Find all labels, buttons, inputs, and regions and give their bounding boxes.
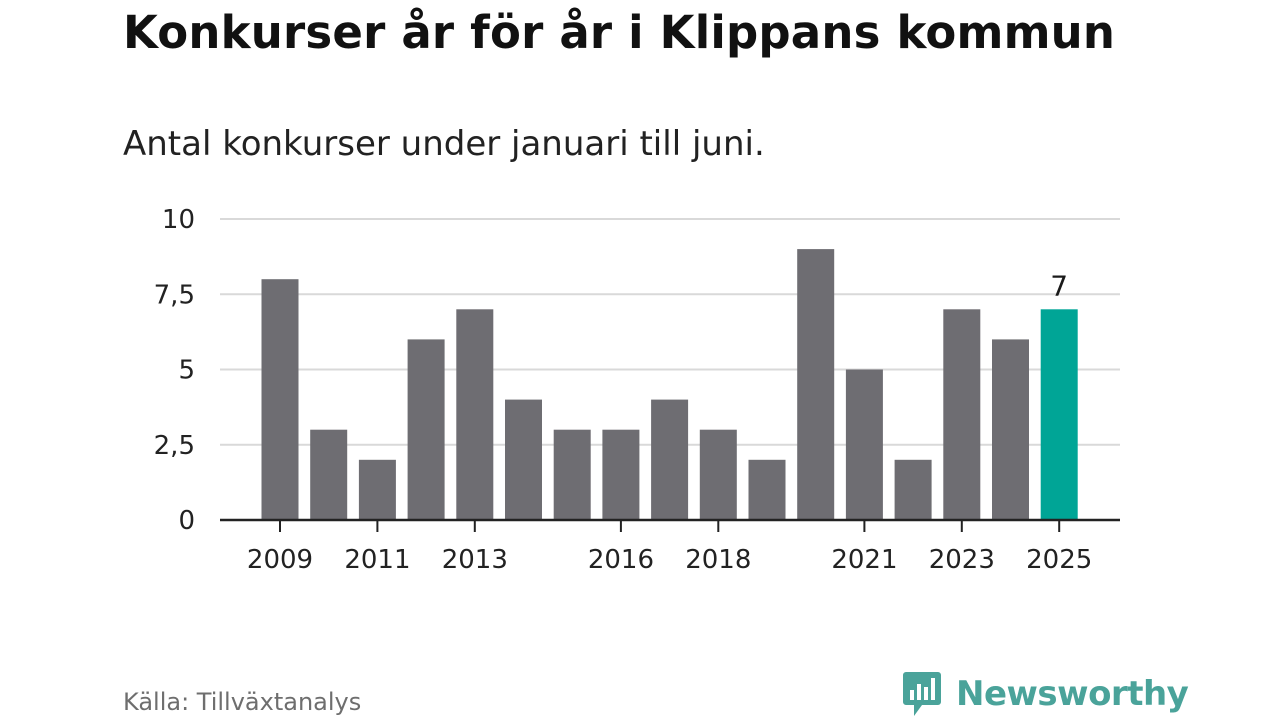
x-tick-label: 2013 — [442, 545, 508, 575]
x-tick-label: 2023 — [929, 545, 995, 575]
x-tick-label: 2009 — [247, 545, 313, 575]
x-tick-label: 2021 — [831, 545, 897, 575]
y-tick-label: 7,5 — [154, 280, 195, 310]
bar — [845, 369, 883, 520]
y-tick-label: 5 — [178, 356, 195, 386]
bar — [797, 249, 835, 520]
chart-title: Konkurser år för år i Klippans kommun — [123, 6, 1116, 59]
chart-subtitle: Antal konkurser under januari till juni. — [123, 124, 765, 164]
bar — [992, 339, 1029, 520]
bar — [651, 399, 689, 520]
x-tick-label: 2016 — [588, 545, 654, 575]
y-tick-label: 10 — [162, 205, 195, 235]
bar-highlight — [1040, 309, 1078, 520]
y-tick-label: 2,5 — [154, 431, 195, 461]
bar — [602, 429, 640, 520]
bar — [748, 459, 786, 520]
bar — [553, 429, 591, 520]
x-tick-label: 2025 — [1026, 545, 1092, 575]
bar — [261, 279, 299, 520]
newsworthy-logo-icon — [903, 672, 941, 716]
bar — [894, 459, 932, 520]
bar — [505, 399, 542, 520]
y-tick-label: 0 — [178, 506, 195, 536]
x-tick-label: 2018 — [685, 545, 751, 575]
bar — [456, 309, 494, 520]
data-label: 7 — [1050, 269, 1068, 302]
bar — [358, 459, 396, 520]
bar — [310, 429, 348, 520]
bar — [943, 309, 981, 520]
bar — [407, 339, 445, 520]
brand: Newsworthy — [902, 670, 1189, 718]
x-tick-label: 2011 — [344, 545, 410, 575]
brand-name: Newsworthy — [956, 674, 1189, 714]
bar — [699, 429, 737, 520]
source-note: Källa: Tillväxtanalys — [123, 688, 362, 716]
